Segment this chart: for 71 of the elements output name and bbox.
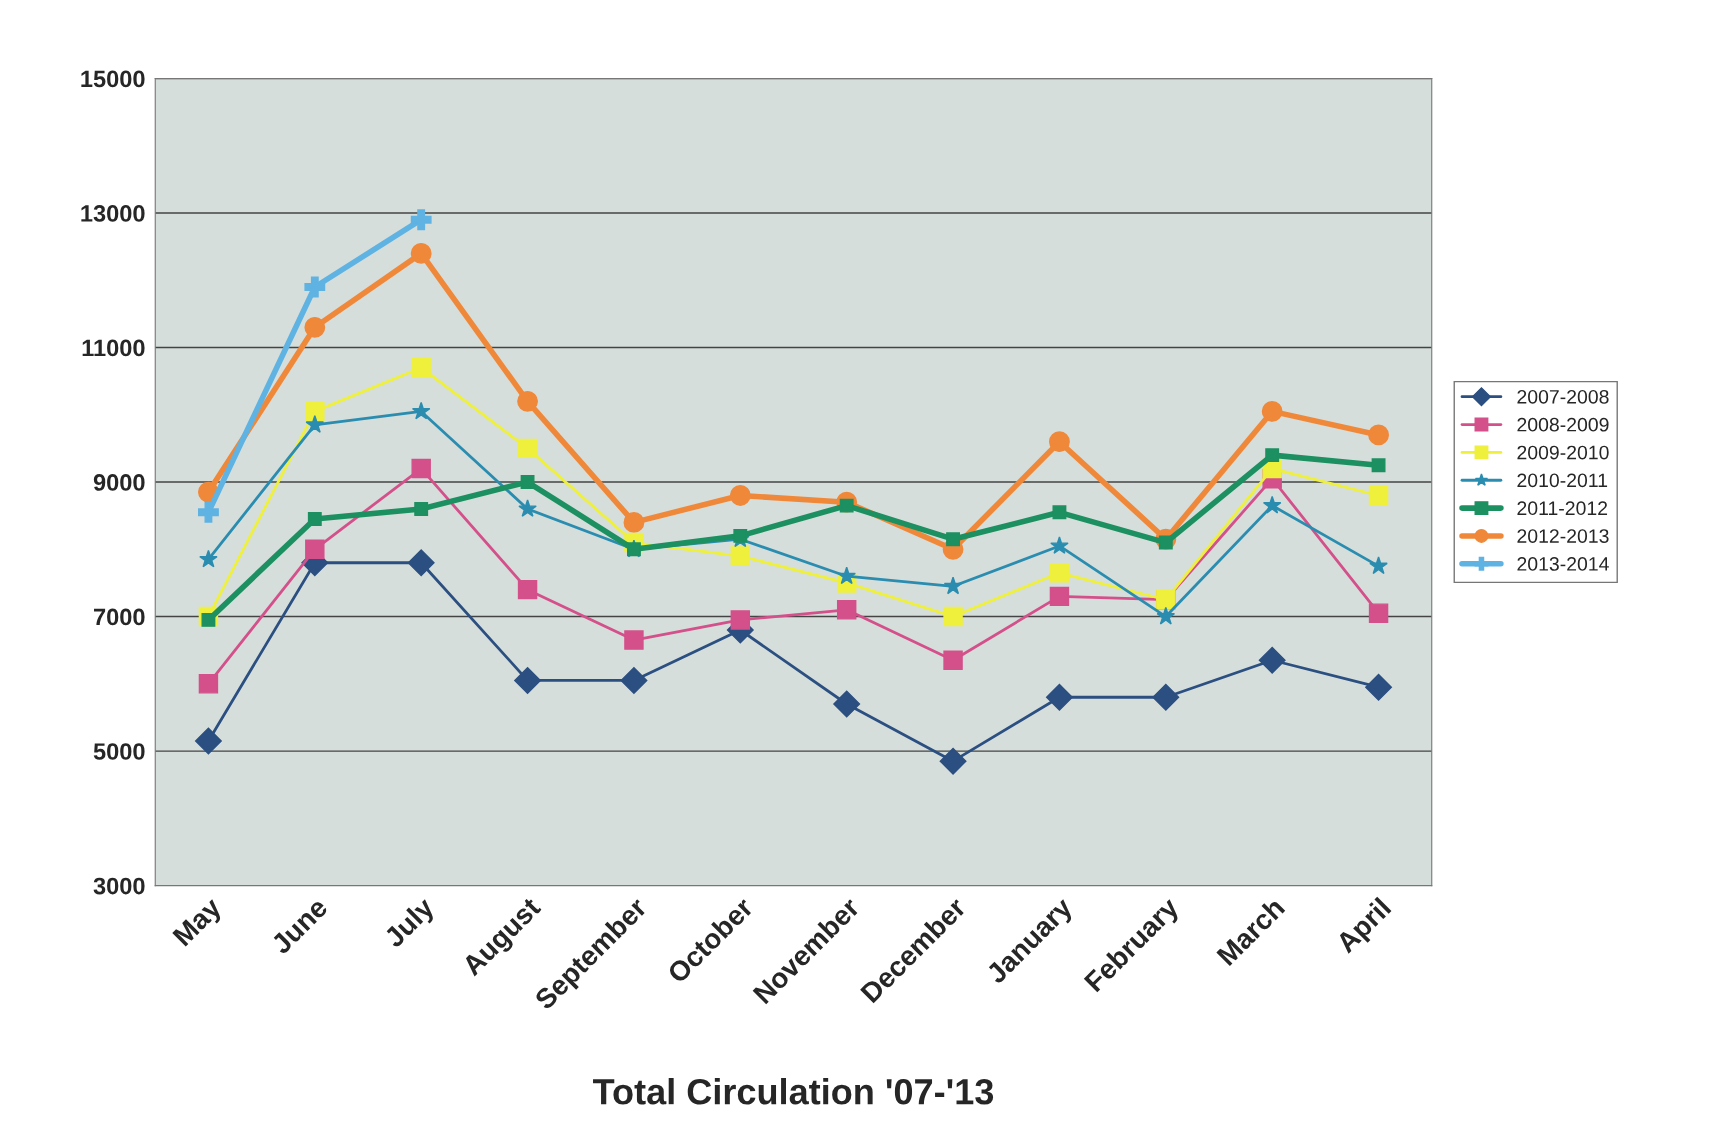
point xyxy=(833,690,861,718)
point xyxy=(730,546,751,566)
point xyxy=(1156,606,1176,625)
point xyxy=(623,511,645,533)
point xyxy=(837,566,856,585)
point xyxy=(1052,505,1067,520)
point xyxy=(198,674,219,694)
point xyxy=(199,549,218,568)
legend-label: 2012-2013 xyxy=(1517,529,1609,543)
y-tick-label: 5000 xyxy=(93,743,145,760)
point xyxy=(939,747,967,775)
point xyxy=(1049,586,1070,607)
point xyxy=(518,499,537,517)
point xyxy=(410,242,432,264)
point xyxy=(307,512,322,526)
point xyxy=(1369,556,1388,575)
point xyxy=(733,528,748,543)
point xyxy=(411,458,431,479)
point xyxy=(194,727,222,755)
point xyxy=(729,485,751,506)
point xyxy=(414,501,429,516)
point xyxy=(1049,563,1070,583)
y-tick-label: 7000 xyxy=(94,608,145,626)
point xyxy=(730,610,751,630)
point xyxy=(304,316,326,338)
point xyxy=(943,650,963,670)
point xyxy=(943,606,963,627)
y-tick-label: 15000 xyxy=(81,70,145,88)
point xyxy=(1049,431,1070,453)
point xyxy=(517,390,538,412)
legend-label: 2009-2010 xyxy=(1517,445,1609,460)
legend-label: 2011-2012 xyxy=(1517,501,1608,516)
point xyxy=(198,501,219,523)
legend-label: 2010-2011 xyxy=(1517,473,1608,488)
point xyxy=(1368,485,1389,506)
point xyxy=(624,630,644,650)
point xyxy=(1050,536,1069,554)
point xyxy=(1261,400,1283,422)
point xyxy=(1045,683,1073,711)
y-tick-label: 13000 xyxy=(81,205,145,222)
point xyxy=(1371,458,1386,473)
point xyxy=(411,357,431,378)
point xyxy=(1258,646,1286,674)
point xyxy=(305,401,325,422)
point xyxy=(1368,603,1389,623)
point xyxy=(943,576,963,595)
point xyxy=(836,600,857,620)
point xyxy=(520,475,535,489)
point xyxy=(514,666,542,694)
point xyxy=(305,539,325,560)
point xyxy=(946,532,961,547)
point xyxy=(407,549,435,577)
point xyxy=(1365,673,1393,701)
point xyxy=(620,666,648,694)
legend-label: 2013-2014 xyxy=(1517,557,1609,571)
legend-label: 2008-2009 xyxy=(1517,417,1609,432)
legend-label: 2007-2008 xyxy=(1517,389,1609,404)
point xyxy=(411,401,431,420)
point xyxy=(304,276,326,298)
point xyxy=(517,438,538,459)
point xyxy=(305,415,325,433)
y-tick-label: 11000 xyxy=(82,339,145,357)
y-tick-label: 9000 xyxy=(93,474,145,491)
y-tick-label: 3000 xyxy=(93,877,145,895)
point xyxy=(1265,448,1280,463)
point xyxy=(1368,424,1389,446)
point xyxy=(517,579,538,600)
point xyxy=(410,209,432,231)
point xyxy=(1152,683,1180,711)
text: Total Circulation '07-'13 xyxy=(593,1078,994,1105)
point xyxy=(1262,495,1282,514)
